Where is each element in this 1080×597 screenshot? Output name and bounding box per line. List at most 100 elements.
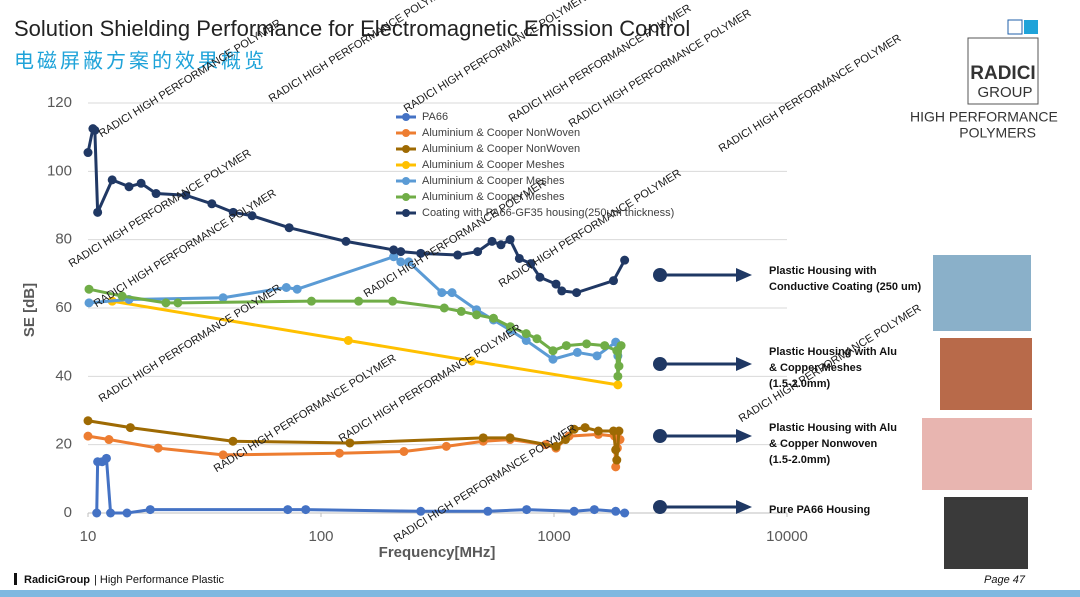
data-point	[572, 288, 582, 298]
data-point	[522, 505, 532, 515]
legend-label: Aluminium & Cooper NonWoven	[422, 127, 580, 139]
data-point	[283, 505, 293, 515]
logo-name: GROUP	[977, 84, 1032, 101]
watermark: RADICI HIGH PERFORMANCE POLYMER	[337, 322, 524, 445]
annotation: (1.5-2.0mm)	[769, 454, 830, 466]
data-point	[396, 257, 406, 267]
y-tick-label: 40	[55, 367, 72, 384]
data-point	[90, 125, 100, 135]
data-point	[613, 380, 623, 390]
data-point	[83, 148, 93, 158]
logo-tagline: POLYMERS	[959, 125, 1036, 141]
annotation: & Copper Nonwoven	[769, 438, 877, 450]
y-tick-label: 20	[55, 436, 72, 453]
data-point	[117, 291, 127, 301]
logo-square	[1024, 20, 1038, 34]
data-point	[505, 235, 515, 245]
data-point	[496, 240, 506, 250]
data-point	[301, 505, 311, 515]
data-point	[612, 455, 622, 465]
y-tick-label: 80	[55, 231, 72, 248]
data-point	[572, 347, 582, 357]
footer-text: | High Performance Plastic	[94, 574, 225, 586]
data-point	[614, 426, 624, 436]
data-point	[83, 431, 93, 441]
data-point	[521, 335, 531, 345]
data-point	[173, 298, 183, 308]
data-point	[84, 284, 94, 294]
data-point	[487, 236, 497, 246]
data-point	[561, 341, 571, 351]
data-point	[611, 445, 621, 455]
data-point	[136, 178, 146, 188]
photo	[922, 418, 1032, 490]
data-point	[218, 450, 228, 460]
data-point	[122, 508, 132, 518]
series-line	[88, 287, 623, 378]
data-point	[404, 257, 414, 267]
data-point	[284, 223, 294, 233]
data-point	[145, 505, 155, 515]
data-point	[478, 433, 488, 443]
y-axis-label: SE [dB]	[21, 283, 38, 337]
data-point	[580, 423, 590, 433]
legend-swatch	[402, 193, 410, 201]
legend-swatch	[402, 113, 410, 121]
data-point	[334, 448, 344, 458]
data-point	[92, 508, 102, 518]
data-point	[473, 247, 483, 257]
data-point	[399, 447, 409, 456]
data-point	[416, 506, 426, 516]
annotation: & Copper Meshes	[769, 362, 862, 374]
legend-label: Coating with PA66-GF35 housing(250um thi…	[422, 207, 674, 219]
data-point	[505, 433, 515, 443]
data-point	[354, 296, 364, 306]
data-point	[456, 306, 466, 316]
data-point	[551, 441, 561, 451]
data-point	[306, 296, 316, 306]
data-point	[153, 443, 163, 453]
data-point	[521, 329, 531, 339]
annotation: Plastic Housing with Alu	[769, 422, 897, 434]
arrow-head	[736, 429, 752, 443]
data-point	[439, 303, 449, 313]
data-point	[620, 508, 630, 518]
logo-tagline: HIGH PERFORMANCE	[910, 109, 1058, 125]
slide-subtitle: 电磁屏蔽方案的效果概览	[14, 49, 267, 72]
data-point	[453, 250, 463, 260]
logo-square	[1007, 19, 1023, 35]
data-point	[93, 207, 103, 217]
watermark: RADICI HIGH PERFORMANCE POLYMER	[92, 187, 279, 310]
series-line	[95, 456, 625, 515]
arrow-head	[736, 357, 752, 371]
data-point	[582, 339, 592, 349]
legend-swatch	[402, 129, 410, 137]
arrow-head	[736, 500, 752, 514]
legend-label: Aluminium & Cooper Meshes	[422, 191, 565, 203]
y-tick-label: 100	[47, 162, 72, 179]
data-point	[389, 252, 399, 262]
data-point	[281, 283, 291, 292]
data-point	[125, 423, 135, 433]
y-tick-label: 120	[47, 94, 72, 111]
data-point	[83, 416, 93, 426]
footer-bar	[14, 573, 17, 585]
data-point	[505, 322, 515, 332]
legend-label: Aluminium & Cooper NonWoven	[422, 143, 580, 155]
data-point	[151, 189, 161, 199]
data-point	[441, 441, 451, 451]
data-point	[483, 506, 493, 516]
data-point	[593, 426, 603, 436]
data-point	[247, 211, 257, 221]
data-point	[228, 207, 238, 217]
legend-label: Aluminium & Cooper Meshes	[422, 159, 565, 171]
legend-label: PA66	[422, 111, 448, 123]
annotation: Plastic Housing with Alu	[769, 346, 897, 358]
data-point	[616, 341, 626, 351]
legend-label: Aluminium & Cooper Meshes	[422, 175, 565, 187]
data-point	[569, 506, 579, 516]
data-point	[341, 236, 351, 246]
x-tick-label: 10000	[766, 528, 808, 545]
annotation: Plastic Housing with	[769, 265, 877, 277]
